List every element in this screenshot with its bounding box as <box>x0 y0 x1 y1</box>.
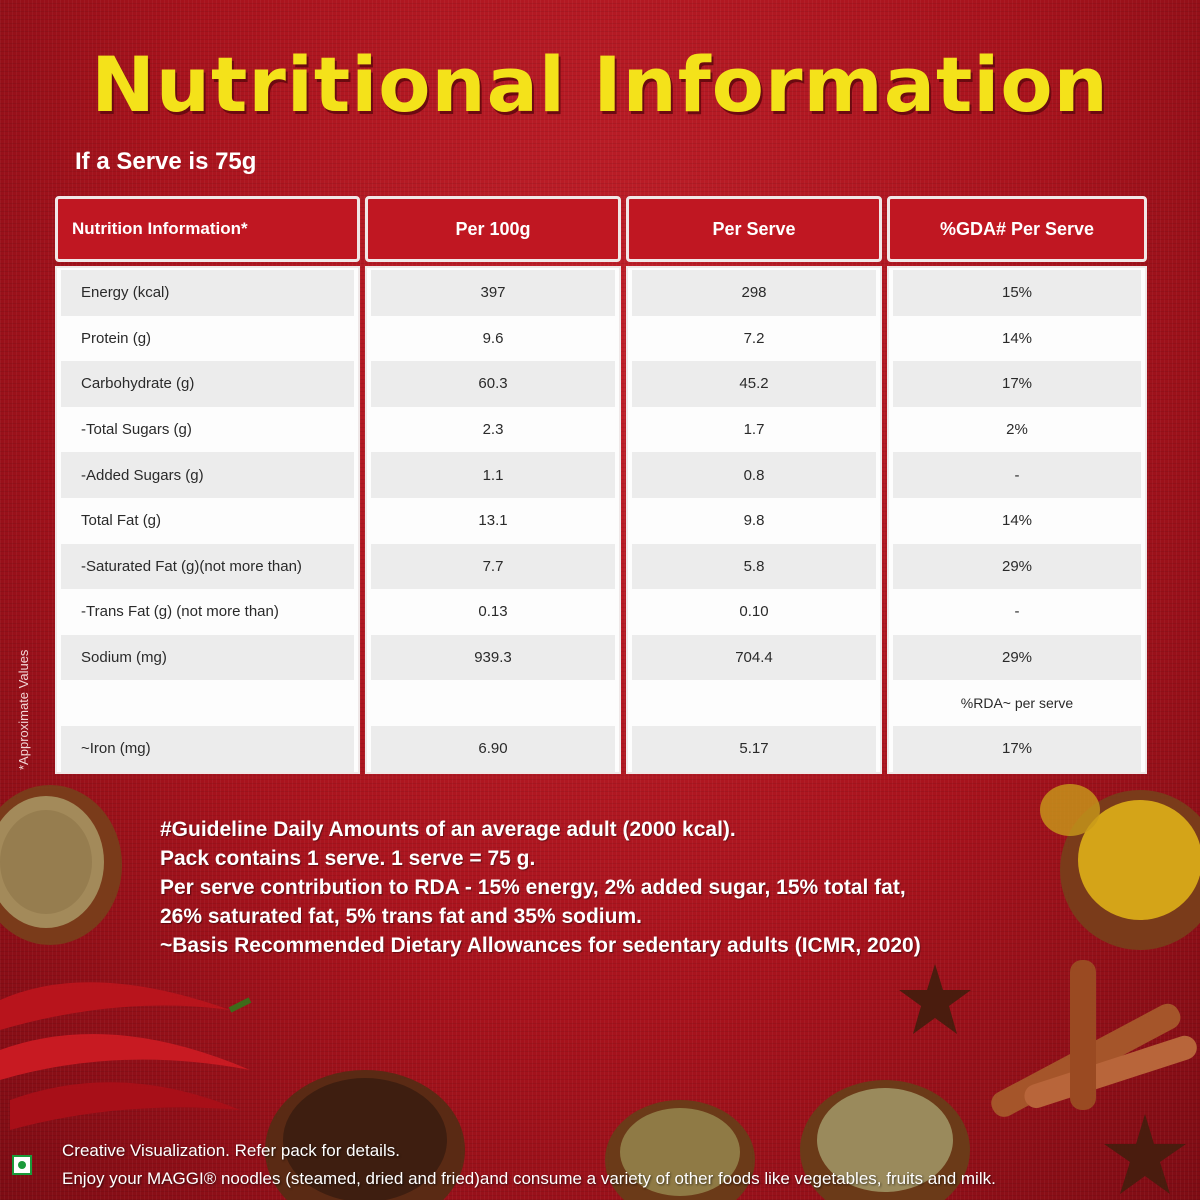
cinnamon-image <box>991 960 1197 1117</box>
per-serve-column: Per Serve 298 7.2 45.2 1.7 0.8 9.8 5.8 0… <box>626 196 882 774</box>
turmeric-bowl-image <box>1040 784 1200 950</box>
nutrient-cell: ~Iron (mg) <box>61 725 354 772</box>
nutrient-cell: Carbohydrate (g) <box>61 361 354 407</box>
column-body: 397 9.6 60.3 2.3 1.1 13.1 7.7 0.13 939.3… <box>365 266 621 774</box>
red-chilli-image <box>0 982 252 1130</box>
column-body: 15% 14% 17% 2% - 14% 29% - 29% %RDA~ per… <box>887 266 1147 774</box>
nutrient-cell: -Saturated Fat (g)(not more than) <box>61 543 354 590</box>
cumin-bowl-image <box>0 785 122 945</box>
column-header: Per 100g <box>365 196 621 262</box>
value-cell: 17% <box>893 361 1141 407</box>
value-cell: 1.7 <box>743 421 765 439</box>
value-cell: 939.3 <box>371 634 615 681</box>
footnote-line: #Guideline Daily Amounts of an average a… <box>160 818 736 841</box>
lentil-bowl-image <box>800 1080 970 1200</box>
disclaimer-line: Creative Visualization. Refer pack for d… <box>62 1141 400 1160</box>
star-anise-icon <box>899 964 971 1034</box>
footnote-line: Pack contains 1 serve. 1 serve = 75 g. <box>160 847 536 870</box>
approximate-values-note: *Approximate Values <box>16 649 31 770</box>
value-cell: 5.17 <box>632 725 876 772</box>
clove-bowl-image <box>265 1070 465 1200</box>
disclaimer-line: Enjoy your MAGGI® noodles (steamed, drie… <box>62 1169 996 1188</box>
serve-size-note: If a Serve is 75g <box>75 148 257 175</box>
value-cell: 7.2 <box>743 329 765 347</box>
value-cell: 0.10 <box>739 603 769 621</box>
value-cell: 9.8 <box>743 512 765 530</box>
column-header: Per Serve <box>626 196 882 262</box>
value-cell: 15% <box>893 270 1141 316</box>
nutrient-cell: -Trans Fat (g) (not more than) <box>81 603 279 621</box>
value-cell: 9.6 <box>482 329 504 347</box>
nutrient-cell: -Total Sugars (g) <box>81 421 192 439</box>
nutrient-cell: Total Fat (g) <box>81 512 162 530</box>
veg-mark-icon <box>12 1155 32 1175</box>
value-cell: 1.1 <box>371 452 615 498</box>
value-cell: 7.7 <box>371 543 615 590</box>
star-anise-icon <box>1104 1114 1186 1194</box>
footnote-line: Per serve contribution to RDA - 15% ener… <box>160 876 906 899</box>
value-cell: 45.2 <box>632 361 876 407</box>
footnote-line: 26% saturated fat, 5% trans fat and 35% … <box>160 905 642 928</box>
value-cell: 13.1 <box>478 512 508 530</box>
value-cell: - <box>1014 603 1020 621</box>
footnotes: #Guideline Daily Amounts of an average a… <box>160 815 921 960</box>
nutrient-column: Nutrition Information* Energy (kcal) Pro… <box>55 196 360 774</box>
value-cell: - <box>893 452 1141 498</box>
value-cell: 0.13 <box>478 603 508 621</box>
value-cell <box>632 680 876 726</box>
value-cell: 17% <box>893 725 1141 772</box>
nutrient-cell <box>61 680 354 726</box>
column-header: Nutrition Information* <box>55 196 360 262</box>
value-cell: 29% <box>893 634 1141 681</box>
seed-bowl-image <box>605 1100 755 1200</box>
column-body: 298 7.2 45.2 1.7 0.8 9.8 5.8 0.10 704.4 … <box>626 266 882 774</box>
value-cell: 6.90 <box>371 725 615 772</box>
per-100g-column: Per 100g 397 9.6 60.3 2.3 1.1 13.1 7.7 0… <box>365 196 621 774</box>
value-cell: 704.4 <box>632 634 876 681</box>
nutrient-cell: Energy (kcal) <box>61 270 354 316</box>
footnote-line: ~Basis Recommended Dietary Allowances fo… <box>160 934 921 957</box>
column-body: Energy (kcal) Protein (g) Carbohydrate (… <box>55 266 360 774</box>
nutrient-cell: Protein (g) <box>81 329 152 347</box>
value-cell: 397 <box>371 270 615 316</box>
value-cell: 2% <box>1006 421 1028 439</box>
nutrient-cell: Sodium (mg) <box>61 634 354 681</box>
value-cell: 298 <box>632 270 876 316</box>
page-title: Nutritional Information <box>91 40 1109 129</box>
value-cell: 14% <box>1001 512 1033 530</box>
value-cell: 2.3 <box>482 421 504 439</box>
value-cell <box>371 680 615 726</box>
column-header: %GDA# Per Serve <box>887 196 1147 262</box>
value-cell: 29% <box>893 543 1141 590</box>
nutrient-cell: -Added Sugars (g) <box>61 452 354 498</box>
value-cell: 60.3 <box>371 361 615 407</box>
value-cell: 14% <box>1001 329 1033 347</box>
value-cell: 5.8 <box>632 543 876 590</box>
rda-subheader-cell: %RDA~ per serve <box>960 695 1074 712</box>
gda-per-serve-column: %GDA# Per Serve 15% 14% 17% 2% - 14% 29%… <box>887 196 1147 774</box>
value-cell: 0.8 <box>632 452 876 498</box>
disclaimer: Creative Visualization. Refer pack for d… <box>62 1137 996 1193</box>
nutrition-table: Nutrition Information* Energy (kcal) Pro… <box>55 196 1147 774</box>
